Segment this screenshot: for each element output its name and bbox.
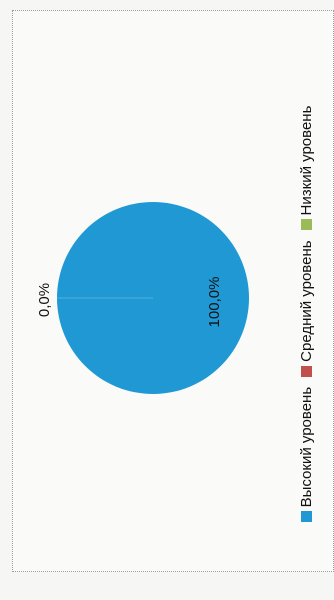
legend-label-low: Низкий уровень [297,105,315,216]
legend-item-high: Высокий уровень [298,387,315,523]
legend-item-medium: Средний уровень [297,240,315,377]
legend-label-medium: Средний уровень [297,240,315,362]
legend-swatch-low [300,219,312,231]
pie-slices [57,202,249,394]
legend-swatch-high [300,511,312,523]
legend-label-high: Высокий уровень [297,386,315,508]
legend-item-low: Низкий уровень [298,106,315,231]
legend-swatch-medium [300,365,312,377]
legend: Высокий уровень Средний уровень Низкий у… [294,34,318,594]
data-label-zero: 0,0% [36,282,53,318]
data-label-hundred: 100,0% [206,276,223,328]
